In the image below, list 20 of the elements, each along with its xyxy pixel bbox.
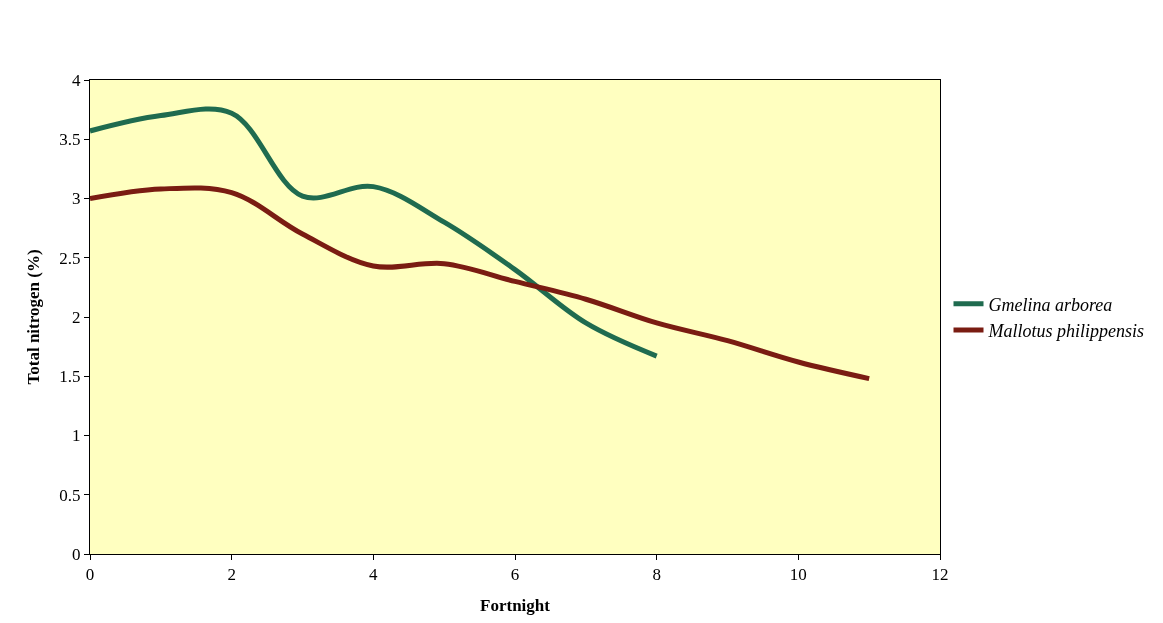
x-tick-label: 12 (931, 565, 949, 585)
y-tick-label: 2.5 (59, 248, 81, 268)
y-tick-label: 4 (72, 70, 82, 90)
legend-label: Gmelina arborea (988, 294, 1113, 315)
x-tick-label: 0 (85, 565, 95, 585)
y-tick-label: 3 (72, 189, 81, 209)
x-tick-label: 10 (789, 565, 807, 585)
y-axis-title: Total nitrogen (%) (23, 249, 43, 385)
x-tick-label: 4 (369, 565, 379, 585)
y-tick-label: 2 (72, 307, 81, 327)
y-tick-label: 3.5 (59, 130, 81, 150)
x-tick-label: 8 (652, 565, 661, 585)
x-tick-label: 2 (227, 565, 236, 585)
y-tick-label: 0 (72, 544, 81, 564)
legend-label: Mallotus philippensis (987, 321, 1145, 342)
y-tick-label: 1.5 (59, 367, 81, 387)
y-tick-label: 1 (72, 426, 81, 446)
y-tick-label: 0.5 (59, 485, 81, 505)
x-tick-label: 6 (510, 565, 520, 585)
x-axis-title: Fortnight (480, 595, 551, 615)
